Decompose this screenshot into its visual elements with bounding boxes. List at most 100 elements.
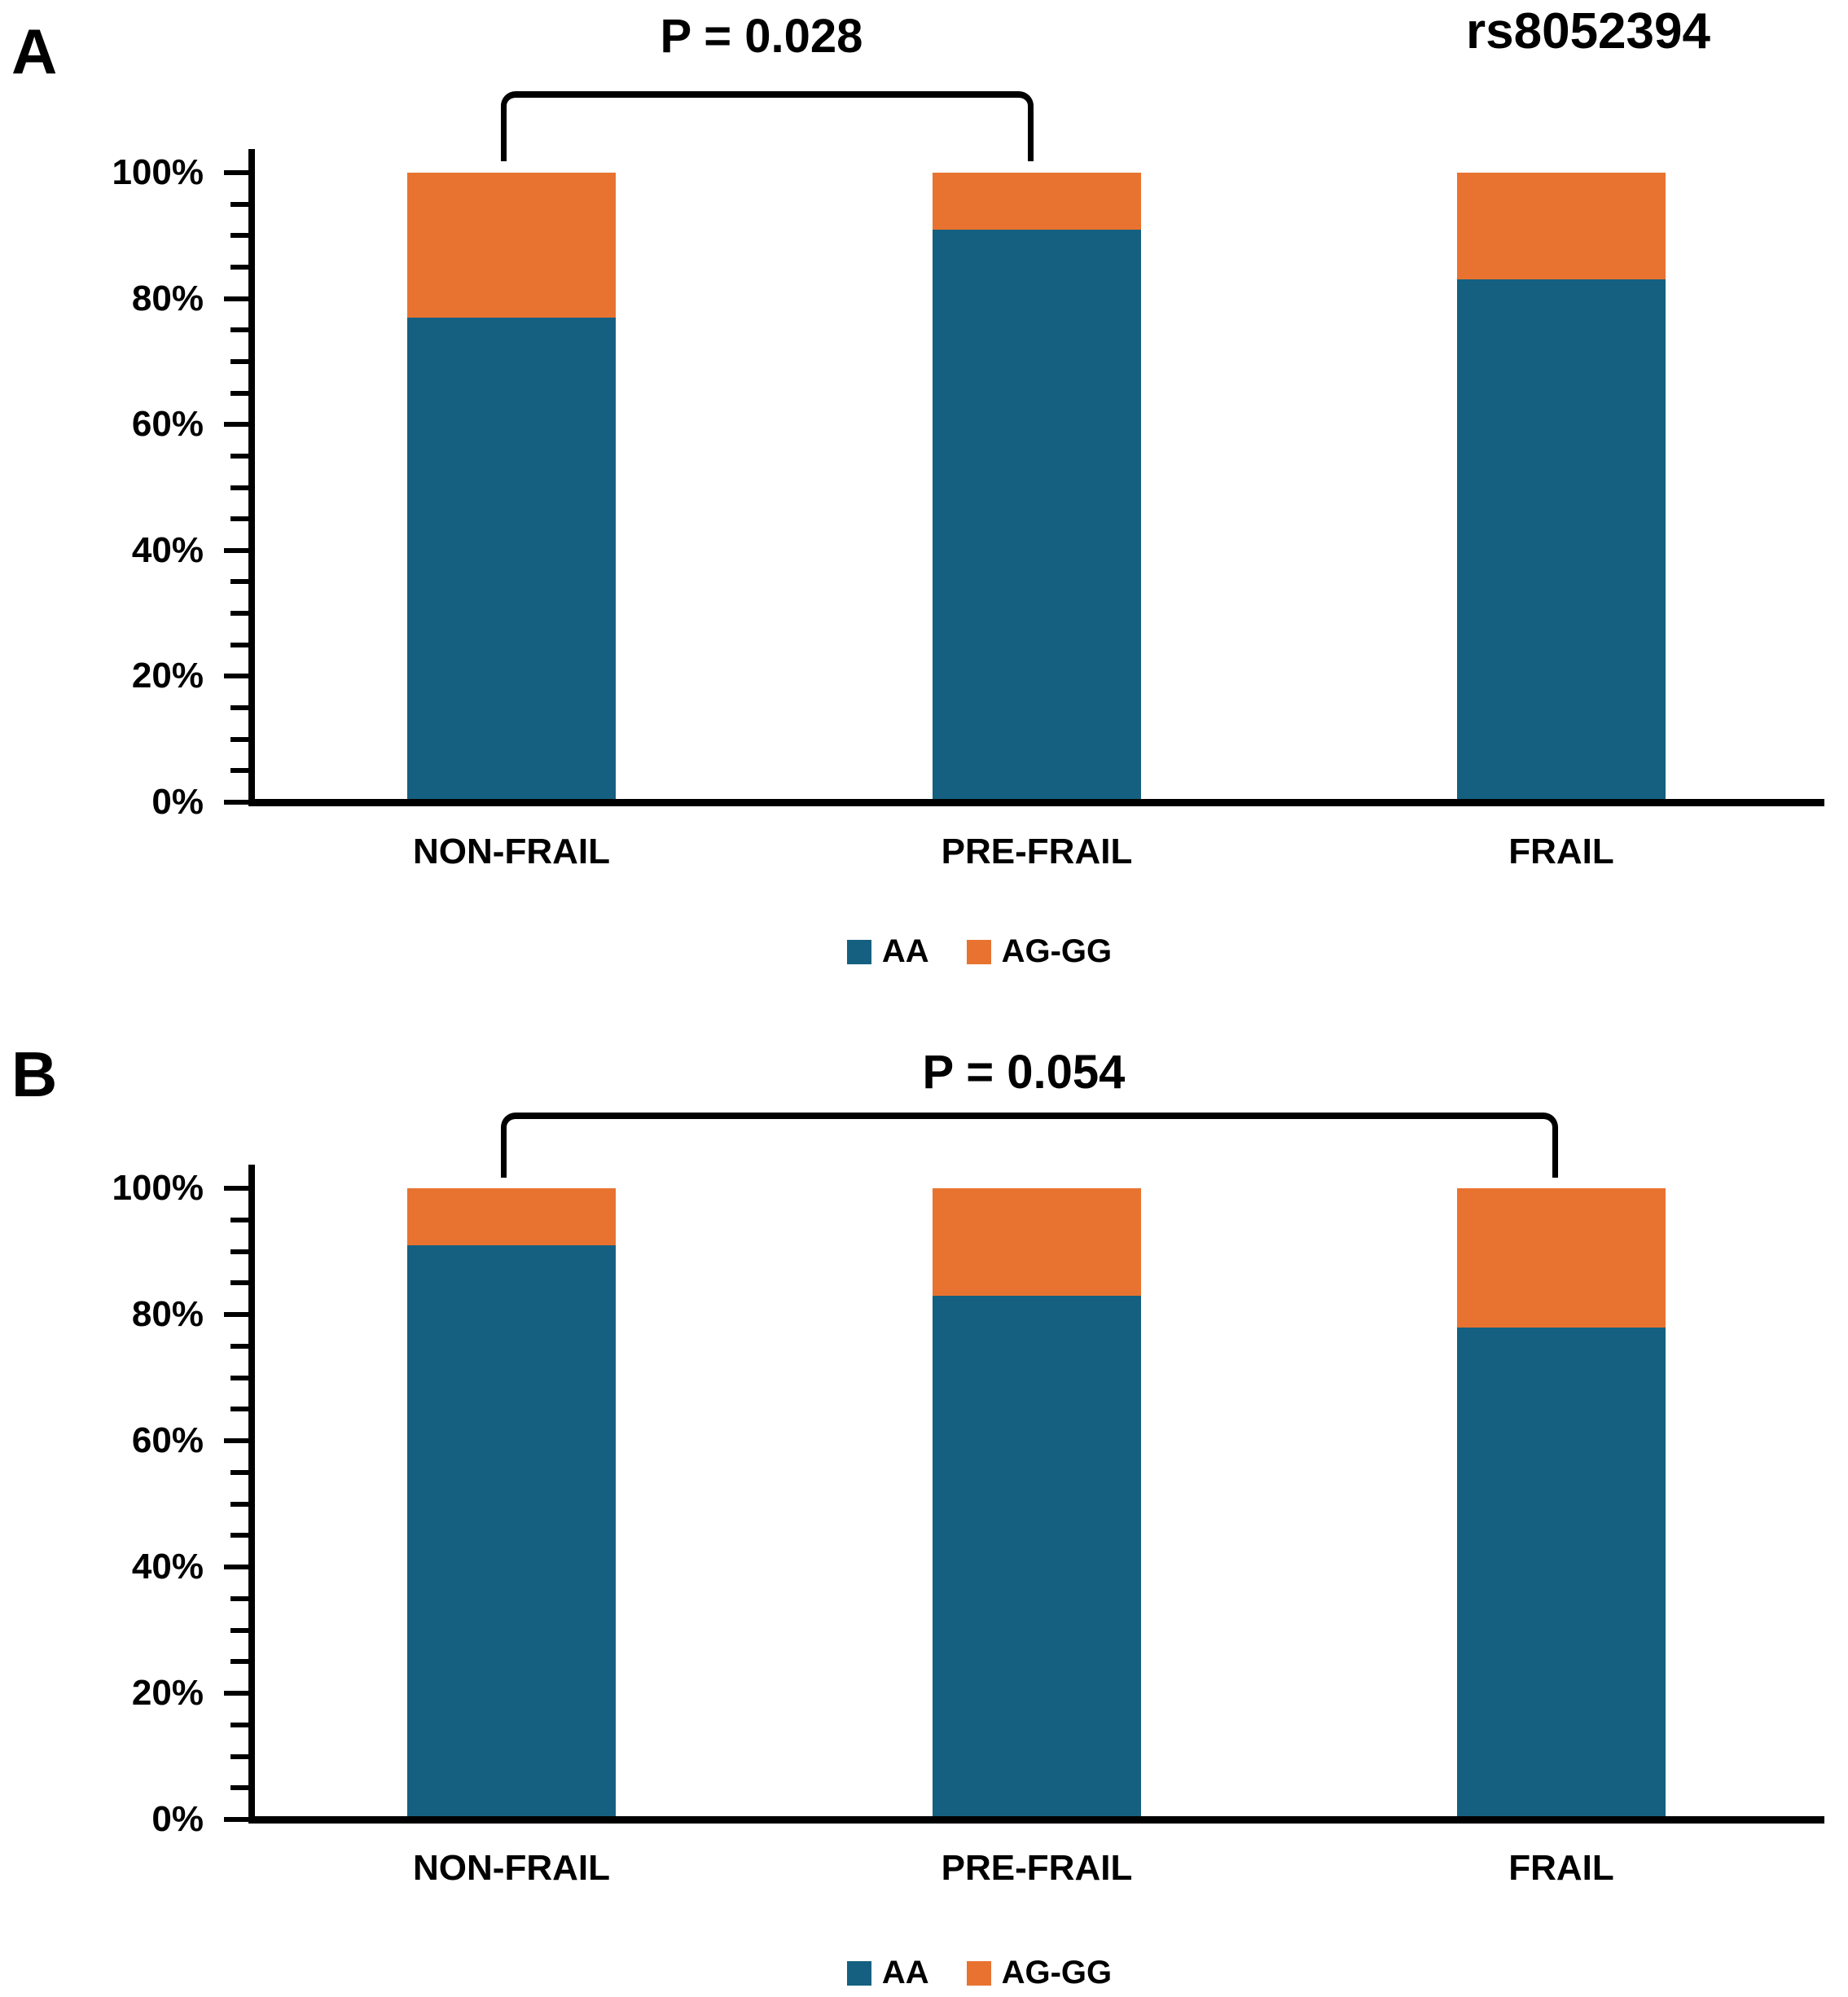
y-tick-label: 60% <box>131 1420 204 1460</box>
y-minor-tick <box>230 1501 248 1507</box>
y-minor-tick <box>230 327 248 333</box>
y-minor-tick <box>230 1533 248 1538</box>
y-minor-tick <box>230 390 248 396</box>
bar-segment-ag-gg-frail <box>1457 1188 1666 1328</box>
y-major-tick <box>224 1817 248 1822</box>
y-major-tick <box>224 1565 248 1569</box>
legend-item-aa: AA <box>846 933 929 970</box>
legend-label-aa: AA <box>881 1955 929 1990</box>
y-major-tick <box>224 547 248 553</box>
y-major-tick <box>224 1186 248 1191</box>
legend-item-ag-gg: AG-GG <box>966 933 1113 970</box>
x-category-label: PRE-FRAIL <box>941 1848 1133 1888</box>
x-category-label: FRAIL <box>1508 832 1614 871</box>
y-tick-label: 40% <box>131 1547 204 1587</box>
x-category-label: NON-FRAIL <box>413 1848 610 1888</box>
y-minor-tick <box>230 1469 248 1475</box>
bar-segment-ag-gg-non-frail <box>407 173 616 318</box>
y-tick-label: 80% <box>131 1294 204 1334</box>
y-major-tick <box>224 170 248 175</box>
y-minor-tick <box>230 1217 248 1222</box>
comparison-bracket-b <box>501 1113 1558 1178</box>
y-tick-label: 0% <box>151 782 204 822</box>
y-major-tick <box>224 296 248 301</box>
legend-item-ag-gg: AG-GG <box>966 1955 1113 1991</box>
y-tick-label: 40% <box>131 529 204 570</box>
y-minor-tick <box>230 1722 248 1727</box>
legend-swatch-aa <box>846 1960 871 1986</box>
y-minor-tick <box>230 579 248 585</box>
y-major-tick <box>224 1438 248 1443</box>
x-category-label: PRE-FRAIL <box>941 832 1133 871</box>
y-major-tick <box>224 1691 248 1696</box>
legend: AA AG-GG <box>134 933 1824 970</box>
p-value-label-a: P = 0.028 <box>660 10 863 63</box>
x-axis-line <box>248 799 1824 806</box>
snp-title: rs8052394 <box>1466 3 1710 59</box>
y-minor-tick <box>230 642 248 647</box>
y-minor-tick <box>230 1753 248 1759</box>
legend-swatch-ag-gg <box>966 1960 991 1986</box>
bar-segment-aa-non-frail <box>407 317 616 802</box>
y-tick-label: 60% <box>131 404 204 445</box>
x-category-label: FRAIL <box>1508 1848 1614 1888</box>
legend-swatch-aa <box>846 939 871 964</box>
x-axis-line <box>248 1816 1824 1824</box>
bar-segment-aa-frail <box>1457 279 1666 802</box>
y-minor-tick <box>230 768 248 774</box>
y-minor-tick <box>230 1595 248 1601</box>
x-category-label: NON-FRAIL <box>413 832 610 871</box>
bar-segment-ag-gg-pre-frail <box>933 1188 1141 1296</box>
y-minor-tick <box>230 453 248 459</box>
y-tick-label: 20% <box>131 656 204 696</box>
y-minor-tick <box>230 264 248 270</box>
panel-b-label: B <box>11 1038 58 1110</box>
y-minor-tick <box>230 736 248 742</box>
legend: AA AG-GG <box>134 1955 1824 1991</box>
y-minor-tick <box>230 516 248 522</box>
legend-label-aa: AA <box>881 933 929 969</box>
y-major-tick <box>224 422 248 428</box>
legend-item-aa: AA <box>846 1955 929 1991</box>
y-minor-tick <box>230 1785 248 1791</box>
bar-segment-aa-frail <box>1457 1327 1666 1819</box>
y-minor-tick <box>230 1627 248 1633</box>
bar-segment-ag-gg-frail <box>1457 173 1666 280</box>
y-minor-tick <box>230 705 248 711</box>
y-tick-label: 20% <box>131 1673 204 1713</box>
y-axis-line <box>248 149 255 806</box>
y-tick-label: 100% <box>112 1168 204 1208</box>
y-minor-tick <box>230 1343 248 1349</box>
bar-segment-ag-gg-pre-frail <box>933 173 1141 230</box>
y-minor-tick <box>230 1659 248 1665</box>
y-minor-tick <box>230 358 248 364</box>
y-minor-tick <box>230 201 248 207</box>
y-minor-tick <box>230 1375 248 1380</box>
y-axis-line <box>248 1165 255 1824</box>
comparison-bracket-a <box>501 91 1034 161</box>
legend-label-ag-gg: AG-GG <box>1001 933 1113 969</box>
bar-segment-aa-pre-frail <box>933 229 1141 802</box>
y-minor-tick <box>230 1407 248 1412</box>
y-tick-label: 80% <box>131 278 204 318</box>
legend-label-ag-gg: AG-GG <box>1001 1955 1113 1990</box>
y-minor-tick <box>230 1280 248 1286</box>
legend-swatch-ag-gg <box>966 939 991 964</box>
y-tick-label: 0% <box>151 1799 204 1839</box>
y-minor-tick <box>230 233 248 239</box>
y-minor-tick <box>230 485 248 490</box>
p-value-label-b: P = 0.054 <box>922 1046 1126 1099</box>
y-major-tick <box>224 674 248 679</box>
y-minor-tick <box>230 1249 248 1254</box>
y-major-tick <box>224 1312 248 1317</box>
y-major-tick <box>224 800 248 805</box>
bar-segment-aa-non-frail <box>407 1244 616 1819</box>
y-tick-label: 100% <box>112 152 204 192</box>
bar-segment-aa-pre-frail <box>933 1295 1141 1819</box>
bar-segment-ag-gg-non-frail <box>407 1188 616 1245</box>
y-minor-tick <box>230 611 248 617</box>
panel-a-label: A <box>11 15 58 87</box>
